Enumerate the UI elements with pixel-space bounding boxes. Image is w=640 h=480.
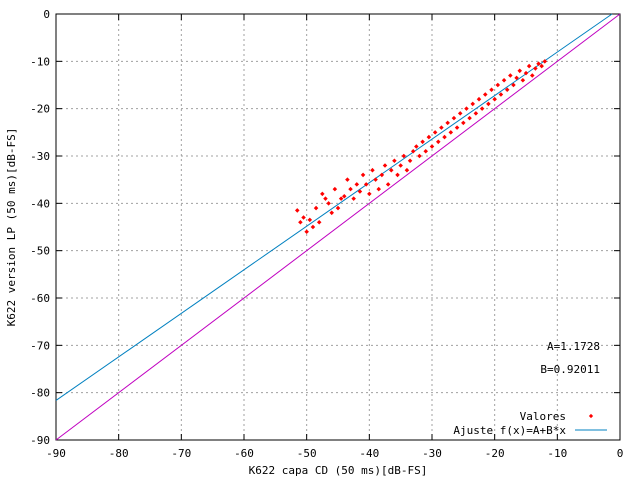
data-point: [423, 149, 428, 154]
fit-line: [55, 13, 613, 401]
data-point: [448, 130, 454, 135]
y-tick-label: -80: [30, 387, 50, 400]
identity-line: [55, 13, 621, 441]
x-tick-label: -20: [485, 447, 505, 460]
x-axis-title: K622 capa CD (50 ms)[dB-FS]: [249, 464, 428, 477]
data-point: [492, 96, 497, 102]
data-point: [404, 167, 410, 173]
data-point: [307, 217, 313, 223]
data-point: [348, 186, 353, 192]
data-point: [310, 224, 316, 230]
data-point: [511, 82, 516, 88]
data-point: [351, 196, 356, 201]
data-point: [389, 167, 394, 173]
y-tick-label: -60: [30, 292, 50, 305]
grid-lines: [56, 14, 620, 440]
x-tick-label: -90: [46, 447, 66, 460]
data-point: [370, 167, 375, 173]
data-point: [385, 182, 391, 187]
data-point: [326, 201, 331, 206]
data-point: [376, 186, 381, 192]
annotation-a: A=1.1728: [547, 340, 600, 353]
y-tick-label: -90: [30, 434, 50, 447]
data-point: [316, 220, 322, 225]
x-tick-label: -80: [109, 447, 129, 460]
y-tick-label: -40: [30, 197, 50, 210]
x-tick-label: -40: [359, 447, 379, 460]
data-point: [332, 186, 338, 192]
data-point: [451, 115, 457, 121]
annotation-b: B=0.92011: [540, 363, 600, 376]
y-axis-title: K622 version LP (50 ms)[dB-FS]: [5, 128, 18, 327]
x-tick-label: -60: [234, 447, 254, 460]
data-point: [298, 220, 303, 225]
x-tick-label: -10: [547, 447, 567, 460]
y-tick-label: -30: [30, 150, 50, 163]
series-lines: [55, 13, 621, 441]
data-point: [363, 182, 369, 187]
data-point: [382, 163, 388, 168]
x-tick-label: -50: [297, 447, 317, 460]
y-tick-label: 0: [43, 8, 50, 21]
axis-ticks: -90 -80 -70 -60 -50 -40 -30 -20 -10 0 0 -10 -20 -30 -4…: [30, 8, 623, 460]
data-point: [432, 130, 438, 135]
x-tick-label: -70: [171, 447, 191, 460]
data-point: [357, 189, 363, 194]
data-point: [398, 163, 403, 168]
data-point: [498, 92, 504, 97]
data-point: [354, 182, 360, 187]
data-point: [495, 82, 501, 88]
legend-label-ajuste: Ajuste f(x)=A+B*x: [453, 424, 566, 437]
data-point: [401, 153, 407, 159]
legend-label-valores: Valores: [520, 410, 566, 423]
data-point: [304, 229, 309, 234]
data-point: [410, 149, 416, 154]
y-tick-label: -50: [30, 245, 50, 258]
y-tick-label: -70: [30, 339, 50, 352]
y-tick-label: -20: [30, 103, 50, 116]
x-tick-label: 0: [617, 447, 624, 460]
data-point: [445, 120, 450, 126]
x-tick-label: -30: [422, 447, 442, 460]
y-tick-label: -10: [30, 55, 50, 68]
